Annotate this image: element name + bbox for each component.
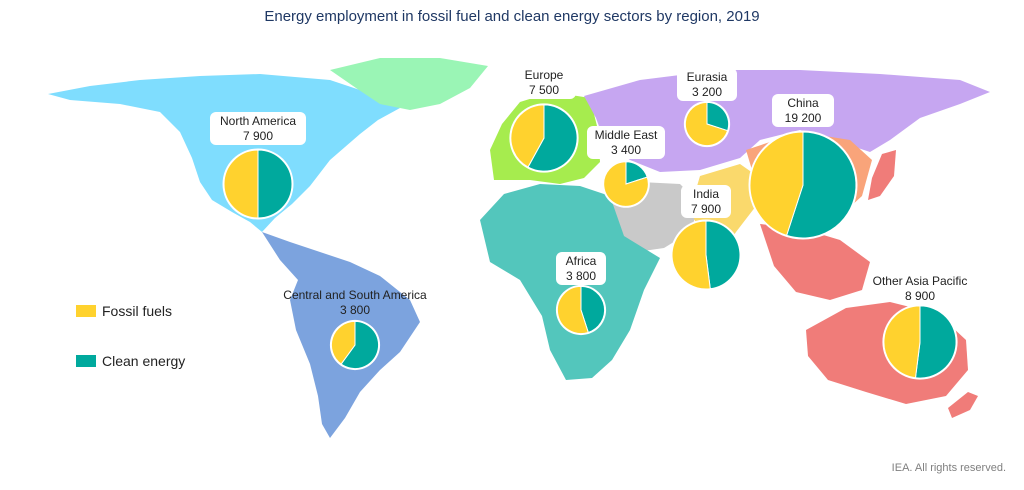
region-name-africa: Africa bbox=[566, 254, 597, 268]
pie-slice-clean-north-america bbox=[257, 149, 293, 219]
region-name-eurasia: Eurasia bbox=[687, 70, 728, 84]
region-name-central-and-south-america: Central and South America bbox=[283, 288, 427, 302]
pie-slice-fossil-india bbox=[671, 220, 711, 290]
region-name-north-america: North America bbox=[220, 114, 296, 128]
pie-slice-clean-china bbox=[785, 131, 857, 239]
map-japan bbox=[868, 150, 896, 200]
map-north-america bbox=[48, 74, 400, 232]
pie-slice-fossil-africa bbox=[556, 285, 589, 335]
legend-label-fossil: Fossil fuels bbox=[102, 303, 173, 319]
region-total-north-america: 7 900 bbox=[243, 129, 273, 143]
pie-slice-clean-europe bbox=[527, 104, 578, 172]
chart-title: Energy employment in fossil fuel and cle… bbox=[264, 8, 760, 25]
pie-slice-fossil-central-and-south-america bbox=[330, 320, 356, 365]
pie-slice-fossil-eurasia bbox=[684, 101, 729, 147]
region-total-eurasia: 3 200 bbox=[692, 85, 722, 99]
legend-clean-energy: Clean energy bbox=[76, 353, 185, 369]
map-greenland bbox=[330, 58, 488, 110]
legend-swatch-fossil bbox=[76, 305, 96, 317]
label-box-india bbox=[681, 185, 731, 218]
legend-label-clean: Clean energy bbox=[102, 353, 186, 369]
legend-fossil-fuels: Fossil fuels bbox=[76, 303, 172, 319]
label-box-africa bbox=[556, 252, 606, 285]
map-new-zealand bbox=[948, 392, 978, 418]
pie-slice-clean-eurasia bbox=[706, 101, 730, 132]
credit-text: IEA. All rights reserved. bbox=[891, 462, 1006, 474]
region-name-india: India bbox=[693, 187, 719, 201]
label-box-middle-east bbox=[587, 126, 665, 159]
region-total-china: 19 200 bbox=[785, 111, 822, 125]
pie-slice-clean-india bbox=[705, 220, 741, 290]
pie-slice-clean-africa bbox=[580, 285, 606, 334]
pie-slice-fossil-other-asia-pacific bbox=[883, 305, 921, 379]
pie-slice-fossil-middle-east bbox=[603, 161, 649, 207]
region-total-africa: 3 800 bbox=[566, 269, 596, 283]
pie-slice-fossil-europe bbox=[510, 104, 545, 168]
label-box-eurasia bbox=[677, 68, 737, 101]
legend-swatch-clean bbox=[76, 355, 96, 367]
label-box-north-america bbox=[210, 112, 306, 145]
region-total-india: 7 900 bbox=[691, 202, 721, 216]
region-name-middle-east: Middle East bbox=[595, 128, 658, 142]
region-total-middle-east: 3 400 bbox=[611, 143, 641, 157]
region-total-central-and-south-america: 3 800 bbox=[340, 303, 370, 317]
region-total-europe: 7 500 bbox=[529, 83, 559, 97]
pie-slice-fossil-north-america bbox=[223, 149, 259, 219]
region-name-other-asia-pacific: Other Asia Pacific bbox=[873, 274, 968, 288]
pie-slice-fossil-china bbox=[749, 131, 804, 237]
label-box-china bbox=[772, 94, 834, 127]
pie-slice-clean-central-and-south-america bbox=[340, 320, 380, 370]
region-name-europe: Europe bbox=[525, 68, 564, 82]
region-total-other-asia-pacific: 8 900 bbox=[905, 289, 935, 303]
region-name-china: China bbox=[787, 96, 819, 110]
pie-slice-clean-other-asia-pacific bbox=[914, 305, 957, 379]
map-southeast-asia bbox=[760, 224, 870, 300]
label-box-europe bbox=[512, 66, 576, 99]
